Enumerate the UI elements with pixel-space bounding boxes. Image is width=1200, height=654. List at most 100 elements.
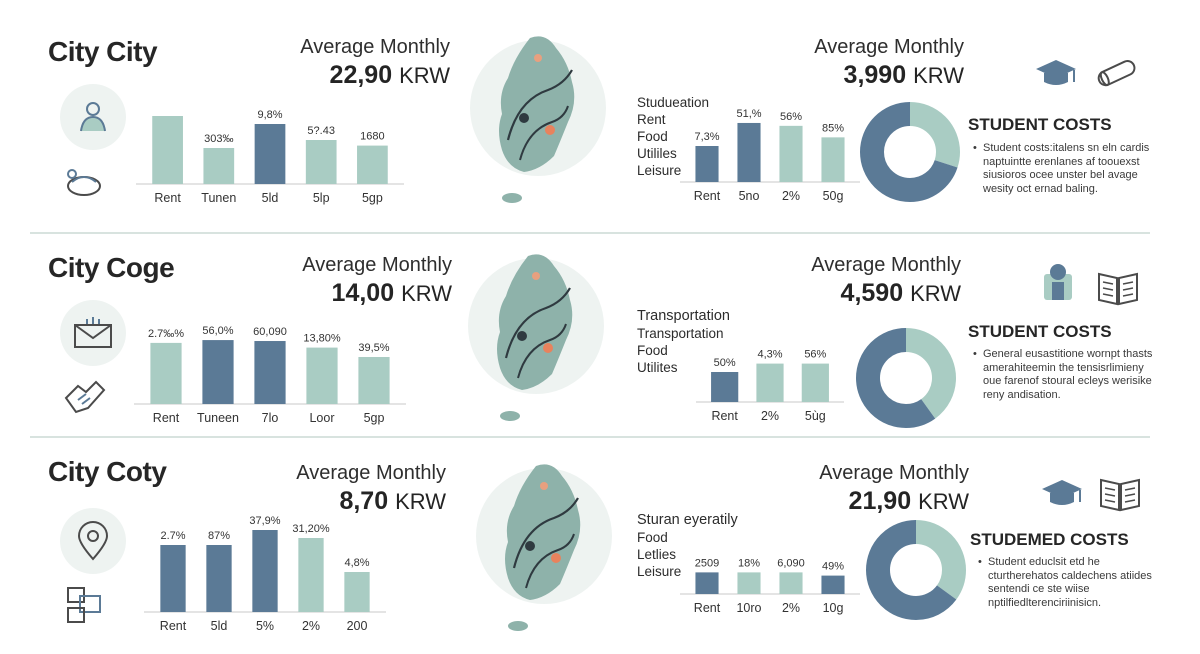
city-name: City Coty xyxy=(48,456,167,487)
data-label: 51,% xyxy=(736,108,761,120)
map-marker xyxy=(525,541,535,551)
donut-slice xyxy=(856,328,956,428)
data-label: 56% xyxy=(804,349,826,361)
map-island xyxy=(508,621,528,631)
student-costs-title: STUDENT COSTS xyxy=(968,115,1112,134)
bar xyxy=(203,148,235,184)
student-costs-text: Student costs:italens sn eln cardis napt… xyxy=(973,142,1158,196)
location-pin-icon xyxy=(60,508,126,574)
envelope-icon xyxy=(60,300,126,366)
map-marker xyxy=(540,482,548,490)
legend-item: Transportation xyxy=(637,308,730,324)
left-bar-chart: Rent 2.7% 5ld 87% 5% 37,9% 2% 31,20% 200 4,8% xyxy=(144,515,386,633)
map-route xyxy=(517,323,567,379)
map-island xyxy=(500,411,520,421)
legend-item: Leisure xyxy=(637,564,682,579)
bar xyxy=(358,357,390,404)
tick-label: 2% xyxy=(302,619,320,633)
tick-label: 7lo xyxy=(262,411,279,425)
right-bar-chart: Rent 7,3% 5no 51,% 2% 56% 50g 85% xyxy=(680,108,860,203)
bar xyxy=(821,137,845,182)
right-bar-chart: Rent 2509 10ro 18% 2% 6,090 10g 49% xyxy=(680,557,860,615)
bar xyxy=(252,530,278,612)
data-label: 303‰ xyxy=(204,133,233,145)
legend-item: Leisure xyxy=(637,163,682,178)
legend-item: Transportation xyxy=(637,326,724,341)
student-costs-title: STUDEMED COSTS xyxy=(970,530,1129,549)
data-label: 60,090 xyxy=(253,326,287,338)
average-amount: 14,00 KRW xyxy=(331,279,452,307)
student-costs-text: General eusastitione wornpt thasts amera… xyxy=(973,348,1158,402)
student-icon xyxy=(1036,260,1080,304)
map-island xyxy=(502,193,522,203)
map-landmass xyxy=(499,36,575,173)
data-label: 4,3% xyxy=(757,349,782,361)
data-label: 7,3% xyxy=(694,131,719,143)
map-route xyxy=(512,497,579,569)
tick-label: 5ld xyxy=(262,191,279,205)
data-label: 5?.43 xyxy=(307,125,335,137)
average-title: Average Monthly xyxy=(814,36,964,58)
donut-chart xyxy=(860,102,960,202)
right-average-monthly: Average Monthly 4,590 KRW xyxy=(756,254,961,308)
right-average-monthly: Average Monthly 21,90 KRW xyxy=(764,462,969,516)
map-route xyxy=(519,105,569,161)
map-route xyxy=(506,69,573,141)
city-row-3: City Coty Average Monthly 8,70 KRW Rent 2… xyxy=(0,436,1200,654)
data-label: 87% xyxy=(208,530,230,542)
korea-map xyxy=(468,254,604,421)
tick-label: Rent xyxy=(694,189,721,203)
donut-chart xyxy=(856,328,956,428)
bar xyxy=(306,347,338,404)
tick-label: 5ùg xyxy=(805,409,826,423)
average-amount: 4,590 KRW xyxy=(840,279,961,307)
tick-label: 10g xyxy=(823,601,844,615)
donut-slice xyxy=(866,520,966,620)
map-marker xyxy=(543,343,553,353)
tick-label: Rent xyxy=(154,191,181,205)
data-label: 56% xyxy=(780,111,802,123)
map-route xyxy=(504,287,571,359)
row-divider xyxy=(30,232,1150,234)
left-bar-chart: Rent 2.7‰% Tuneen 56,0% 7lo 60,090 Loor 13,80% 5… xyxy=(134,325,406,425)
bar xyxy=(821,575,845,594)
left-average-monthly: Average Monthly 14,00 KRW xyxy=(242,254,452,308)
bar xyxy=(254,124,286,184)
average-amount: 21,90 KRW xyxy=(848,487,969,515)
bar xyxy=(305,140,337,184)
map-marker xyxy=(517,331,527,341)
city-row-1: City City Average Monthly 22,90 KRW Rent… xyxy=(0,0,1200,218)
right-legend: Transportation Transportation Food Utili… xyxy=(637,308,730,376)
right-legend: Sturan eyeratily Food Letlies Leisure xyxy=(637,512,738,580)
average-title: Average Monthly xyxy=(811,254,961,276)
bar xyxy=(254,341,286,404)
bar xyxy=(779,572,803,594)
data-label: 2.7% xyxy=(160,530,185,542)
tick-label: 5gp xyxy=(364,411,385,425)
tick-label: Rent xyxy=(711,409,738,423)
left-average-monthly: Average Monthly 22,90 KRW xyxy=(240,36,450,90)
tick-label: Loor xyxy=(309,411,334,425)
legend-item: Food xyxy=(637,343,668,358)
data-label: 56,0% xyxy=(202,325,233,337)
average-title: Average Monthly xyxy=(296,462,446,484)
average-amount: 3,990 KRW xyxy=(843,61,964,89)
data-label: 49% xyxy=(822,561,844,573)
city-name: City City xyxy=(48,36,158,67)
map-marker xyxy=(534,54,542,62)
map-marker xyxy=(519,113,529,123)
data-label: 1680 xyxy=(360,131,384,143)
open-book-icon xyxy=(1098,474,1142,518)
right-legend: Studueation Rent Food Utililes Leisure xyxy=(637,94,709,179)
data-label: 85% xyxy=(822,122,844,134)
bar xyxy=(695,146,719,182)
donut-chart xyxy=(866,520,966,620)
bar xyxy=(756,363,784,402)
legend-item: Sturan eyeratily xyxy=(637,512,738,528)
bar xyxy=(695,572,719,594)
average-title: Average Monthly xyxy=(819,462,969,484)
data-label: 37,9% xyxy=(249,515,280,527)
bar xyxy=(779,125,803,182)
data-label: 50% xyxy=(714,357,736,369)
right-bar-chart: Rent 50% 2% 4,3% 5ùg 56% xyxy=(696,349,844,423)
